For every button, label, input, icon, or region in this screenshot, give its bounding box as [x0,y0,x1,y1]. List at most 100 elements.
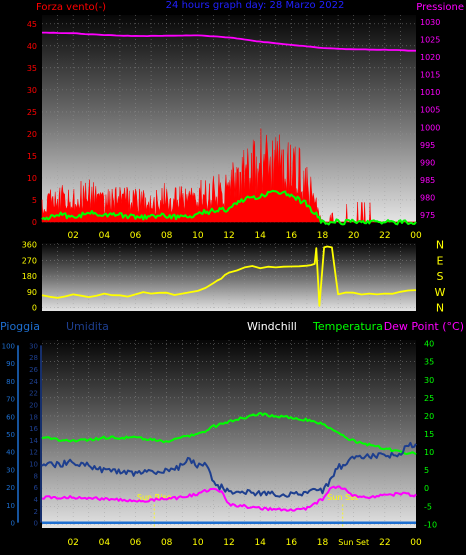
wind-xtick-18: 18 [317,231,329,241]
temperature-label: Temperatura [312,320,383,333]
dir-ytick-180: 180 [22,272,37,281]
wind-line [41,189,417,226]
windchill-label: Windchill [247,320,297,333]
compass-label-2: S [437,270,444,283]
compass-label-4: N [436,239,444,252]
humidity-ytick-22: 22 [29,390,38,398]
pressure-ytick-1010: 1010 [420,88,440,97]
wind-xtick-10: 10 [192,231,204,241]
wind-ytick-5: 5 [32,196,37,205]
sun-marker-label-1: Sun Set [327,493,358,502]
umidita-line [41,441,417,498]
dir-ytick-90: 90 [27,288,37,297]
humidity-ytick-6: 6 [34,484,39,492]
temp-xtick-18: 18 [317,538,329,548]
tick-labels: 0510152025303540459759809859909951000100… [2,18,446,548]
temp-xtick-06: 06 [130,538,142,548]
wind-xtick-00: 00 [410,231,422,241]
humidity-ytick-24: 24 [29,378,38,386]
temp-xtick-14: 14 [254,538,266,548]
temp-ytick-25: 25 [424,394,434,403]
pressure-line [42,31,416,52]
rain-ytick-10: 10 [6,502,15,510]
compass-label-1: W [435,286,446,299]
pressure-ytick-975: 975 [420,211,435,220]
temp-xtick-12: 12 [223,538,234,548]
data-series: Sun Rise Sun Set [41,31,417,528]
temp-ytick--5: -5 [424,502,432,511]
humidity-ytick-18: 18 [29,413,38,421]
rain-ytick-70: 70 [6,396,15,404]
humidity-ytick-4: 4 [34,496,39,504]
temp-ytick-35: 35 [424,358,434,367]
pressure-ytick-1000: 1000 [420,123,440,132]
compass-label-0: N [436,302,444,315]
wind-ytick-40: 40 [27,42,37,51]
pressure-ytick-995: 995 [420,141,435,150]
wind-axis-title: Forza vento(-) [36,2,106,13]
direction-line [41,245,417,307]
humidity-ytick-16: 16 [29,425,38,433]
wind-xtick-02: 02 [67,231,78,241]
wind-ytick-0: 0 [32,218,37,227]
temp-xtick-04: 04 [99,538,111,548]
temp-ytick--10: -10 [424,520,437,529]
wind-xtick-12: 12 [223,231,234,241]
temp-xtick-16: 16 [286,538,298,548]
dir-ytick-0: 0 [32,304,37,313]
humidity-ytick-26: 26 [29,366,38,374]
wind-ytick-10: 10 [27,174,37,183]
wind-xtick-04: 04 [99,231,111,241]
pressure-axis-title: Pressione [416,2,464,13]
wind-xtick-20: 20 [348,231,360,241]
dir-ytick-270: 270 [22,256,37,265]
temp-ytick-15: 15 [424,430,434,439]
wind-ytick-25: 25 [27,108,37,117]
compass-label-3: E [437,254,444,267]
humidity-ytick-20: 20 [29,401,38,409]
humidity-ytick-28: 28 [29,354,38,362]
humidity-ytick-0: 0 [34,520,38,528]
temp-xtick-02: 02 [67,538,78,548]
wind-xtick-14: 14 [254,231,266,241]
humidity-ytick-14: 14 [29,437,38,445]
pressure-ytick-990: 990 [420,158,435,167]
pressure-ytick-1030: 1030 [420,18,440,27]
rain-axis-title: Pioggia [0,320,40,333]
rain-ytick-90: 90 [6,360,15,368]
rain-ytick-40: 40 [6,449,15,457]
humidity-ytick-10: 10 [29,461,38,469]
rain-ytick-50: 50 [6,431,15,439]
temp-ytick-30: 30 [424,376,434,385]
wind-xtick-22: 22 [379,231,390,241]
temp-xtick-10: 10 [192,538,204,548]
rain-ytick-80: 80 [6,378,15,386]
temperatura-line [41,412,417,456]
temp-ytick-20: 20 [424,412,434,421]
pressure-ytick-985: 985 [420,176,435,185]
rain-ytick-60: 60 [6,413,15,421]
humidity-ytick-8: 8 [34,472,38,480]
axis-titles: Forza vento(-) 24 hours graph day: 28 Ma… [0,0,464,333]
plot-background-middle [42,243,416,311]
sun-marker-label-0: Sun Rise [137,493,172,502]
pressure-ytick-1025: 1025 [420,36,440,45]
pressure-ytick-980: 980 [420,193,435,202]
wind-xtick-16: 16 [286,231,298,241]
pressure-ytick-1015: 1015 [420,71,440,80]
humidity-ytick-30: 30 [29,342,38,350]
temp-ytick-10: 10 [424,448,434,457]
wind-ytick-20: 20 [27,130,37,139]
temp-xtick-08: 08 [161,538,173,548]
temp-ytick-40: 40 [424,340,434,349]
temp-ytick-0: 0 [424,484,429,493]
chart-title: 24 hours graph day: 28 Marzo 2022 [166,0,345,11]
pressure-ytick-1005: 1005 [420,106,440,115]
humidity-ytick-12: 12 [29,449,38,457]
wind-xtick-06: 06 [130,231,142,241]
temp-xtick-00: 00 [410,538,422,548]
humidity-axis-title: Umidita [66,320,109,333]
wind-xtick-08: 08 [161,231,173,241]
dir-ytick-360: 360 [22,241,37,250]
